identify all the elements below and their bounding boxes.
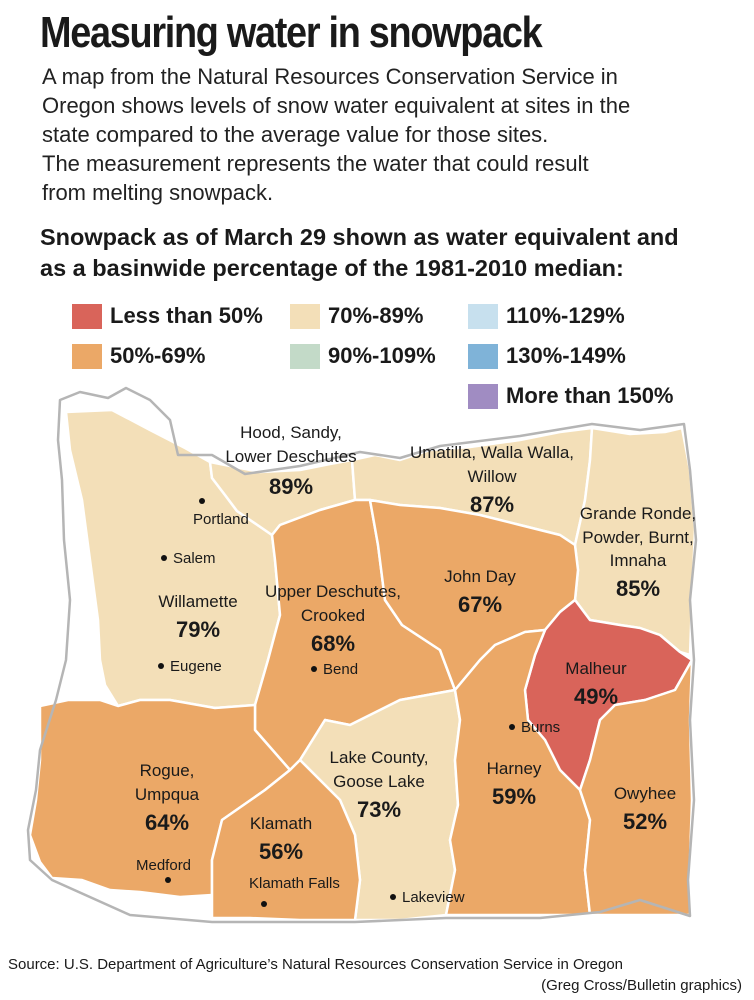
intro-text: A map from the Natural Resources Conserv…	[42, 62, 742, 207]
basin-name: Lake County,	[330, 748, 429, 767]
intro-line: A map from the Natural Resources Conserv…	[42, 64, 618, 89]
basin-percent: 49%	[574, 684, 618, 709]
basin-name: Powder, Burnt,	[582, 528, 694, 547]
basin-percent: 68%	[311, 631, 355, 656]
legend-swatch	[468, 343, 498, 369]
legend-swatch	[290, 343, 320, 369]
basin-name: Owyhee	[614, 784, 676, 803]
basin-name: Lower Deschutes	[225, 447, 356, 466]
basin-name: Willow	[467, 467, 517, 486]
legend-swatch	[290, 303, 320, 329]
intro-line: state compared to the average value for …	[42, 122, 549, 147]
city-label-salem: Salem	[173, 550, 216, 567]
basin-name: Goose Lake	[333, 772, 425, 791]
basin-percent: 67%	[458, 592, 502, 617]
legend-label: Less than 50%	[110, 303, 263, 328]
basin-percent: 64%	[145, 810, 189, 835]
city-dot-portland	[199, 498, 205, 504]
basin-name: Grande Ronde,	[580, 504, 696, 523]
legend-label: More than 150%	[506, 383, 674, 408]
basin-name: Harney	[487, 759, 542, 778]
legend-item-50-69: 50%-69%	[72, 343, 205, 369]
city-label-burns: Burns	[521, 719, 560, 736]
basin-percent: 87%	[470, 492, 514, 517]
city-label-bend: Bend	[323, 661, 358, 678]
basin-percent: 73%	[357, 797, 401, 822]
city-dot-bend	[311, 666, 317, 672]
page-title: Measuring water in snowpack	[40, 8, 543, 57]
basin-name: Klamath	[250, 814, 312, 833]
legend-item-90-109: 90%-109%	[290, 343, 436, 369]
city-label-lakeview: Lakeview	[402, 889, 465, 906]
legend-item-less-than-50: Less than 50%	[72, 303, 263, 329]
city-label-medford: Medford	[136, 857, 191, 874]
basin-percent: 85%	[616, 576, 660, 601]
city-dot-medford	[165, 877, 171, 883]
legend-item-110-129: 110%-129%	[468, 303, 625, 329]
intro-line: from melting snowpack.	[42, 180, 274, 205]
city-dot-klamath-falls	[261, 901, 267, 907]
legend-label: 90%-109%	[328, 343, 436, 368]
city-dot-burns	[509, 724, 515, 730]
intro-line: Oregon shows levels of snow water equiva…	[42, 93, 631, 118]
basin-name: Willamette	[158, 592, 237, 611]
city-label-eugene: Eugene	[170, 658, 222, 675]
basin-name: John Day	[444, 567, 516, 586]
legend-item-70-89: 70%-89%	[290, 303, 423, 329]
source-note: Source: U.S. Department of Agriculture’s…	[8, 956, 624, 973]
city-label-klamath-falls: Klamath Falls	[249, 875, 340, 892]
legend-swatch	[72, 343, 102, 369]
legend-swatch	[72, 303, 102, 329]
basin-name: Malheur	[565, 659, 627, 678]
city-markers: Portland Salem Eugene Bend Burns Medford…	[136, 498, 560, 907]
map-subheading: Snowpack as of March 29 shown as water e…	[40, 222, 740, 284]
legend-swatch	[468, 303, 498, 329]
basin-name: Umatilla, Walla Walla,	[410, 443, 574, 462]
basin-name: Rogue,	[140, 761, 195, 780]
basin-percent: 56%	[259, 839, 303, 864]
basin-name: Hood, Sandy,	[240, 423, 342, 442]
legend-label: 50%-69%	[110, 343, 206, 368]
basin-name: Umpqua	[135, 785, 200, 804]
basin-name: Crooked	[301, 606, 365, 625]
legend-label: 70%-89%	[328, 303, 424, 328]
oregon-coastline	[26, 386, 698, 924]
subhead-line: Snowpack as of March 29 shown as water e…	[40, 224, 679, 250]
graphics-credit: (Greg Cross/Bulletin graphics)	[541, 977, 742, 994]
basin-name: Upper Deschutes,	[265, 582, 401, 601]
basin-percent: 59%	[492, 784, 536, 809]
basin-percent: 79%	[176, 617, 220, 642]
legend-item-more-than-150: More than 150%	[468, 383, 674, 409]
subhead-line: as a basinwide percentage of the 1981-20…	[40, 255, 624, 281]
basin-name: Imnaha	[610, 551, 667, 570]
legend-label: 130%-149%	[506, 343, 626, 368]
basin-percent: 89%	[269, 474, 313, 499]
basin-labels: Hood, Sandy, Lower Deschutes 89% Umatill…	[135, 423, 696, 864]
city-dot-lakeview	[390, 894, 396, 900]
city-dot-eugene	[158, 663, 164, 669]
city-dot-salem	[161, 555, 167, 561]
city-label-portland: Portland	[193, 511, 249, 528]
legend-swatch	[468, 383, 498, 409]
legend-label: 110%-129%	[506, 303, 625, 328]
basin-klamath	[210, 758, 362, 922]
intro-line: The measurement represents the water tha…	[42, 151, 589, 176]
basin-percent: 52%	[623, 809, 667, 834]
legend-item-130-149: 130%-149%	[468, 343, 626, 369]
